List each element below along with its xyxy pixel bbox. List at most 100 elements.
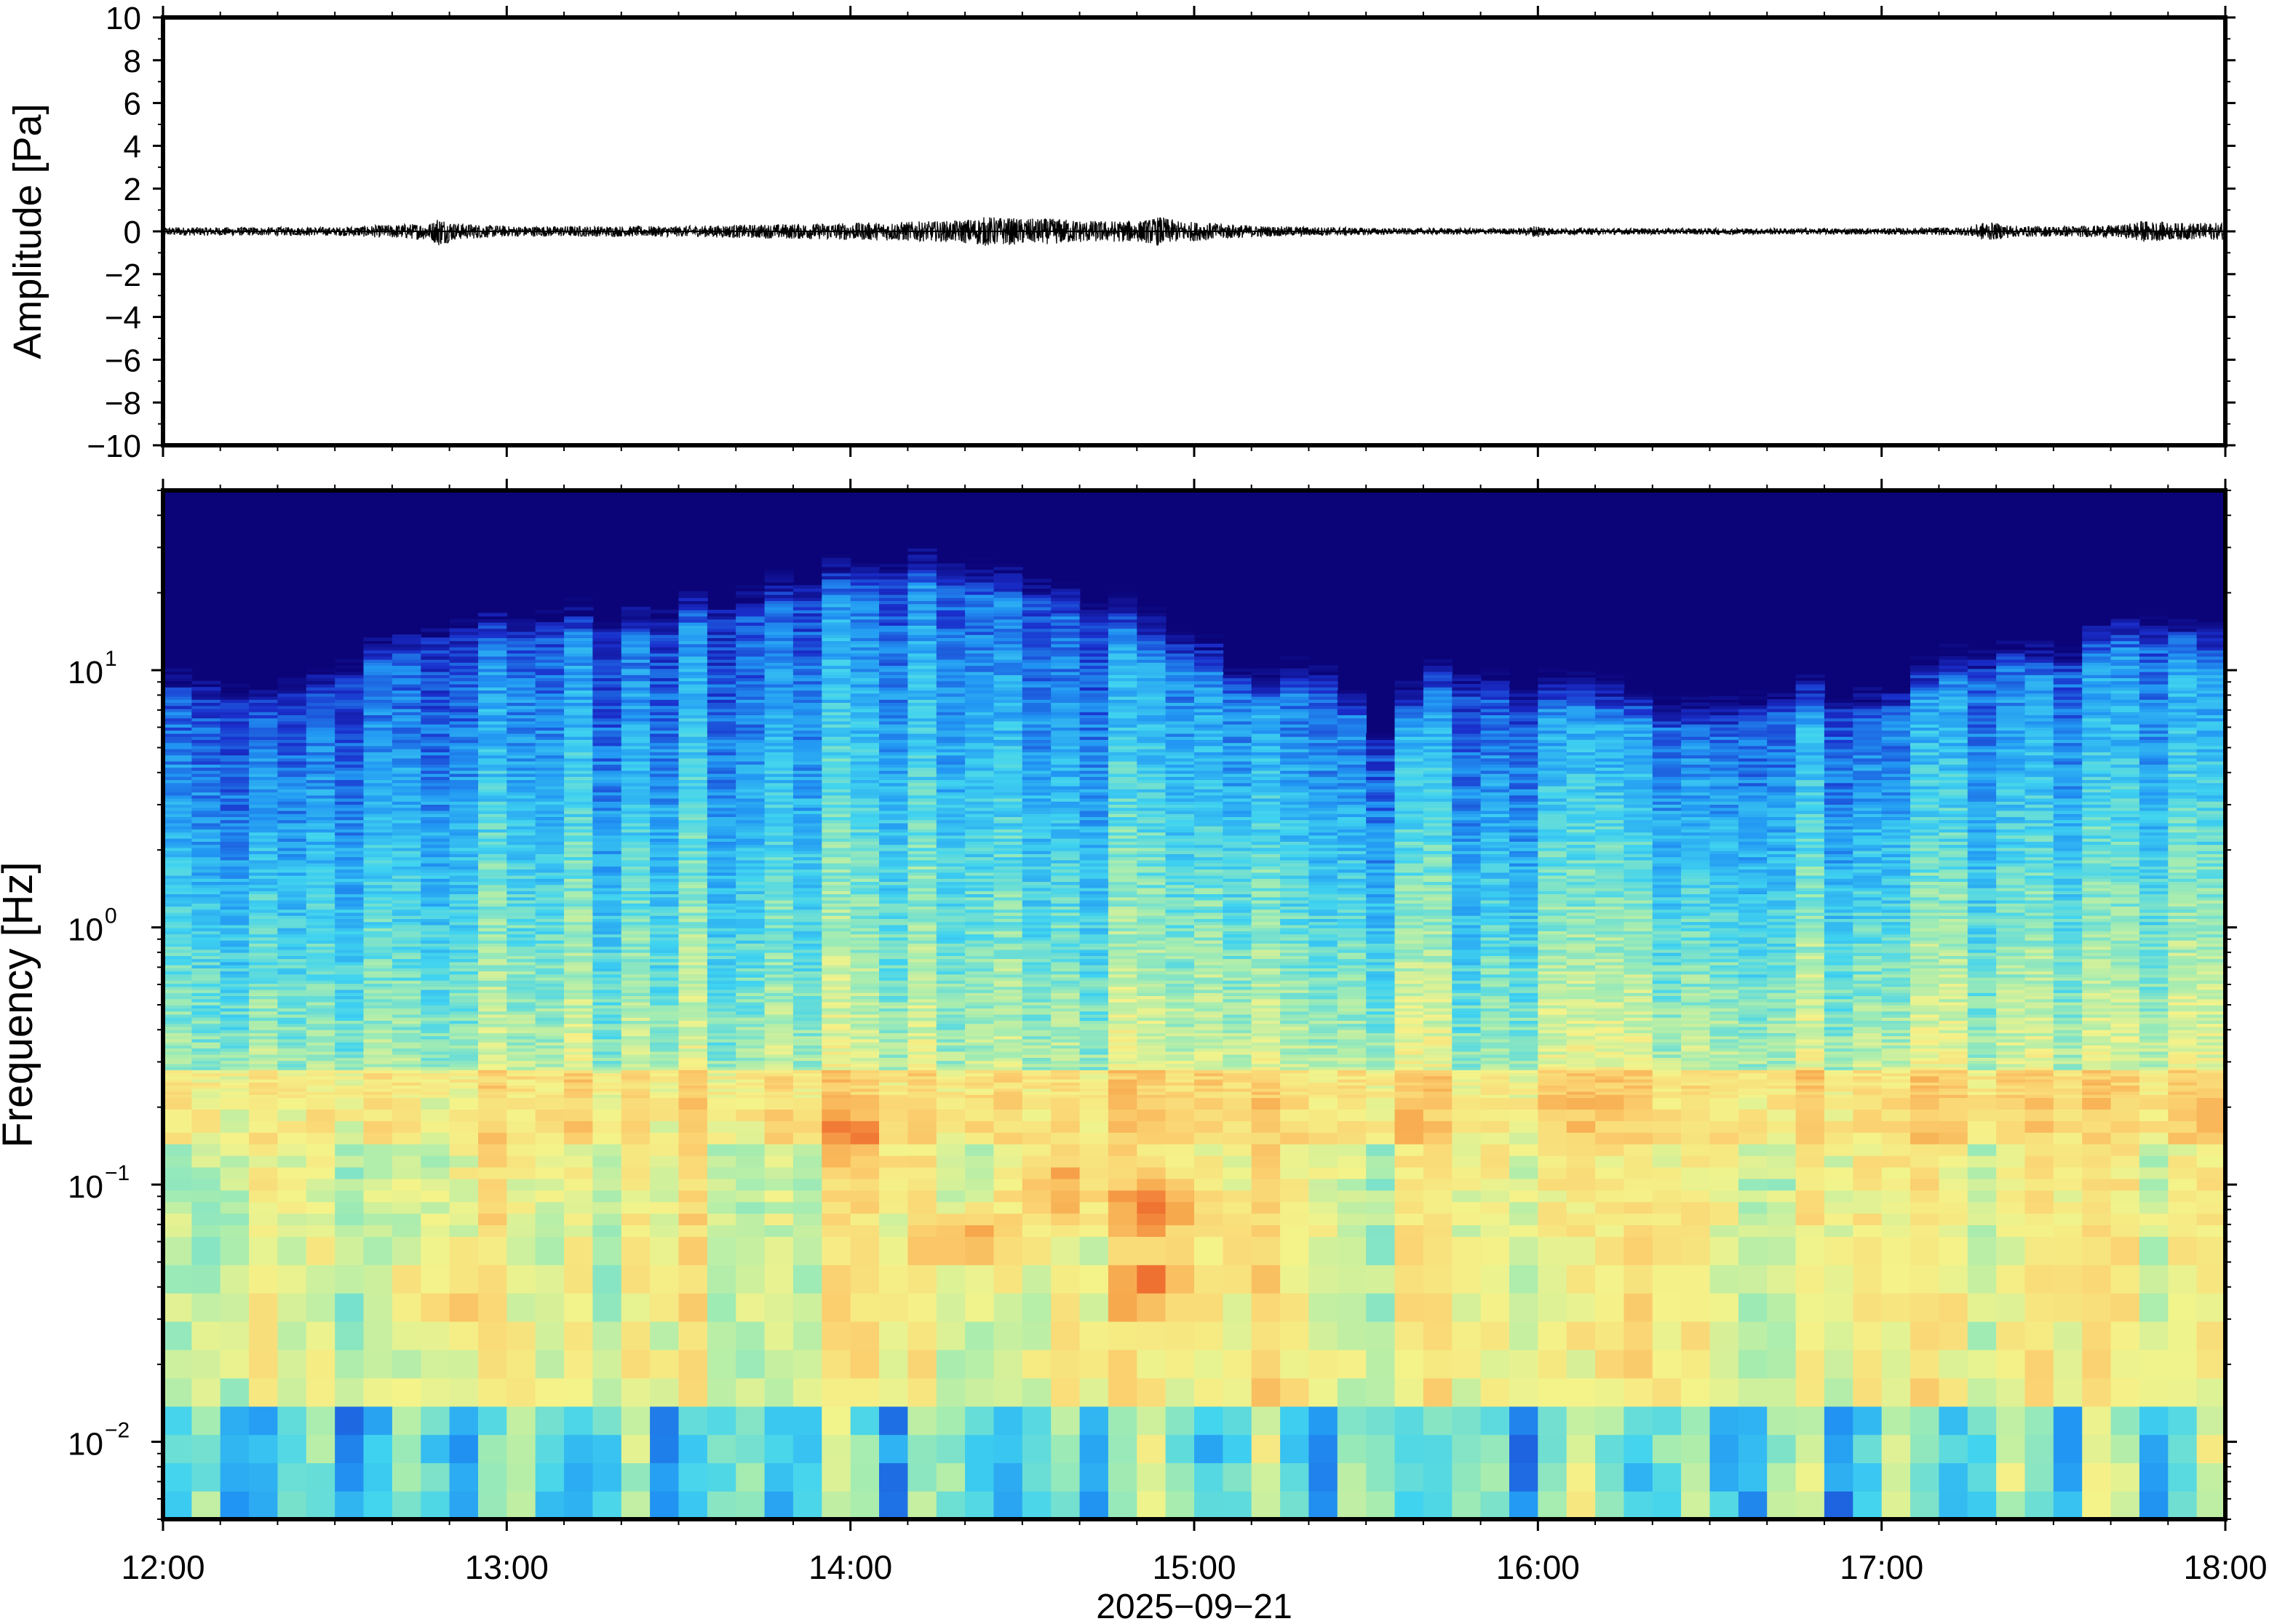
spectrogram-cell <box>879 668 909 672</box>
spectrogram-cell <box>220 976 250 981</box>
spectrogram-cell <box>792 696 823 700</box>
spectrogram-cell <box>249 893 279 898</box>
spectrogram-cell <box>564 964 594 968</box>
spectrogram-cell <box>850 742 880 747</box>
spectrogram-cell <box>335 986 365 990</box>
spectrogram-cell <box>764 853 794 858</box>
spectrogram-cell <box>936 1121 966 1133</box>
spectrogram-cell <box>879 736 909 740</box>
spectrogram-cell <box>506 924 536 928</box>
spectrogram-cell <box>506 1462 536 1492</box>
spectrogram-cell <box>678 1014 708 1018</box>
spectrogram-cell <box>936 1213 966 1225</box>
spectrogram-cell <box>764 844 794 848</box>
spectrogram-cell <box>592 1094 622 1098</box>
spectrogram-cell <box>421 1178 450 1191</box>
spectrogram-cell <box>449 971 479 975</box>
spectrogram-cell <box>478 752 508 756</box>
spectrogram-cell <box>592 899 622 904</box>
spectrogram-cell <box>478 971 508 975</box>
spectrogram-cell <box>191 807 221 811</box>
spectrogram-cell <box>449 1023 479 1027</box>
spectrogram-cell <box>879 1109 909 1121</box>
spectrogram-cell <box>478 696 508 700</box>
spectrogram-cell <box>335 1082 365 1086</box>
spectrogram-cell <box>249 1094 279 1098</box>
spectrogram-cell <box>449 1082 479 1086</box>
spectrogram-cell <box>306 964 335 968</box>
spectrogram-cell <box>363 779 393 784</box>
spectrogram-cell <box>678 995 708 1000</box>
spectrogram-cell <box>535 1155 565 1168</box>
spectrogram-cell <box>592 1075 622 1080</box>
spectrogram-cell <box>392 1097 422 1110</box>
spectrogram-cell <box>764 699 794 703</box>
spectrogram-cell <box>163 1038 193 1043</box>
spectrogram-cell <box>421 1026 450 1030</box>
spectrogram-cell <box>736 1321 766 1350</box>
spectrogram-cell <box>249 733 279 737</box>
spectrogram-cell <box>564 856 594 861</box>
spectrogram-cell <box>363 764 393 768</box>
spectrogram-cell <box>163 1178 193 1191</box>
spectrogram-cell <box>850 961 880 966</box>
spectrogram-cell <box>306 971 335 975</box>
spectrogram-cell <box>907 856 937 861</box>
spectrogram-cell <box>277 866 307 870</box>
spectrogram-cell <box>478 1035 508 1040</box>
spectrogram-cell <box>879 597 909 602</box>
spectrogram-cell <box>907 949 937 953</box>
spectrogram-cell <box>335 1094 365 1098</box>
spectrogram-cell <box>163 1349 193 1379</box>
spectrogram-cell <box>564 952 594 956</box>
spectrogram-cell <box>822 606 851 610</box>
spectrogram-cell <box>707 998 737 1003</box>
spectrogram-cell <box>249 1201 279 1214</box>
spectrogram-cell <box>449 850 479 854</box>
spectrogram-cell <box>506 757 536 762</box>
spectrogram-cell <box>907 936 937 941</box>
spectrogram-cell <box>678 622 708 626</box>
spectrogram-cell <box>306 946 335 950</box>
spectrogram-cell <box>936 995 966 1000</box>
spectrogram-cell <box>736 980 766 984</box>
spectrogram-cell <box>764 618 794 623</box>
spectrogram-cell <box>621 983 651 987</box>
spectrogram-cell <box>850 588 880 592</box>
spectrogram-cell <box>306 1020 335 1024</box>
spectrogram-cell <box>220 896 250 901</box>
spectrogram-cell <box>850 745 880 749</box>
spectrogram-cell <box>879 934 909 938</box>
spectrogram-cell <box>621 995 651 1000</box>
spectrogram-cell <box>879 712 909 715</box>
spectrogram-cell <box>277 1057 307 1062</box>
spectrogram-cell <box>822 992 851 996</box>
spectrogram-cell <box>650 1121 680 1133</box>
spectrogram-cell <box>449 958 479 963</box>
spectrogram-cell <box>277 924 307 928</box>
spectrogram-cell <box>850 687 880 691</box>
spectrogram-cell <box>650 1063 680 1067</box>
spectrogram-cell <box>792 1082 823 1086</box>
spectrogram-cell <box>249 881 279 885</box>
spectrogram-cell <box>850 819 880 824</box>
spectrogram-cell <box>764 866 794 870</box>
spectrogram-cell <box>564 770 594 774</box>
spectrogram-cell <box>277 1063 307 1067</box>
spectrogram-cell <box>736 974 766 978</box>
spectrogram-cell <box>478 992 508 996</box>
spectrogram-cell <box>792 637 823 642</box>
spectrogram-cell <box>249 952 279 956</box>
spectrogram-cell <box>736 622 766 626</box>
spectrogram-cell <box>707 810 737 814</box>
spectrogram-cell <box>592 955 622 960</box>
spectrogram-cell <box>363 921 393 926</box>
spectrogram-cell <box>879 1075 909 1080</box>
spectrogram-cell <box>792 687 823 691</box>
spectrogram-cell <box>363 782 393 787</box>
spectrogram-cell <box>822 921 851 926</box>
spectrogram-cell <box>850 616 880 620</box>
spectrogram-cell <box>736 931 766 935</box>
spectrogram-cell <box>306 748 335 752</box>
spectrogram-cell <box>564 807 594 811</box>
